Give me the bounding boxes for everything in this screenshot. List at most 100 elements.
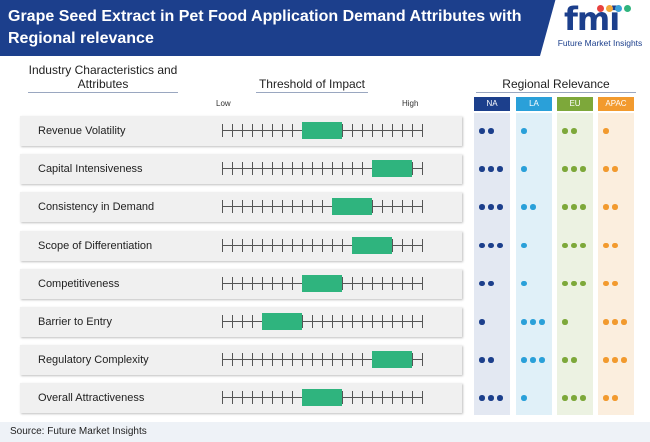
region-column-apac <box>598 113 634 415</box>
scale-tick <box>232 200 233 214</box>
attribute-row: Revenue Volatility <box>20 116 462 146</box>
scale-tick <box>412 391 413 405</box>
scale-tick <box>262 276 263 290</box>
relevance-dot-na <box>488 280 494 287</box>
scale-tick <box>352 315 353 328</box>
scale-tick <box>342 276 343 290</box>
scale-tick <box>312 315 313 328</box>
scale-tick <box>282 200 283 214</box>
scale-tick <box>222 353 223 367</box>
characteristics-underline <box>28 92 178 93</box>
logo-tagline: Future Market Insights <box>557 38 643 48</box>
scale-tick <box>372 391 373 405</box>
scale-tick <box>272 238 273 252</box>
scale-tick <box>422 238 423 252</box>
relevance-dot-apac <box>603 357 609 363</box>
scale-tick <box>382 315 383 328</box>
relevance-dot-la <box>530 319 536 325</box>
relevance-dot-na <box>488 395 494 401</box>
scale-tick <box>252 162 253 176</box>
scale-tick <box>272 124 273 137</box>
relevance-dot-eu <box>571 242 577 249</box>
logo-dot-green <box>624 5 631 12</box>
scale-tick <box>402 200 403 214</box>
relevance-dot-na <box>497 204 503 210</box>
scale-tick <box>342 124 343 137</box>
scale-tick <box>412 276 413 290</box>
characteristics-header: Industry Characteristics and Attributes <box>28 63 178 91</box>
scale-tick <box>292 238 293 252</box>
relevance-dot-na <box>479 395 485 401</box>
scale-tick <box>232 162 233 176</box>
scale-tick <box>232 124 233 137</box>
scale-tick <box>322 200 323 214</box>
relevance-dot-eu <box>571 395 577 401</box>
scale-tick <box>412 124 413 137</box>
scale-tick <box>352 162 353 176</box>
scale-tick <box>422 276 423 290</box>
scale-tick <box>302 315 303 328</box>
scale-tick <box>372 276 373 290</box>
scale-tick <box>312 200 313 214</box>
regional-underline <box>476 92 636 93</box>
scale-tick <box>272 200 273 214</box>
scale-tick <box>262 200 263 214</box>
scale-tick <box>282 124 283 137</box>
impact-range-marker <box>332 198 372 216</box>
relevance-dot-la <box>521 166 527 172</box>
scale-tick <box>272 276 273 290</box>
impact-range-marker <box>372 160 412 178</box>
relevance-dot-eu <box>562 319 568 325</box>
scale-tick <box>302 353 303 367</box>
fmi-logo: fmi Future Market Insights <box>540 0 650 56</box>
impact-range-marker <box>262 313 302 330</box>
scale-tick <box>392 315 393 328</box>
relevance-dot-eu <box>562 357 568 363</box>
relevance-dot-la <box>521 204 527 210</box>
threshold-underline <box>256 92 368 93</box>
scale-tick <box>422 315 423 328</box>
scale-tick <box>382 391 383 405</box>
scale-tick <box>222 162 223 176</box>
scale-tick <box>282 276 283 290</box>
scale-tick <box>222 124 223 137</box>
scale-tick <box>362 315 363 328</box>
scale-tick <box>252 391 253 405</box>
impact-range-marker <box>302 122 342 139</box>
impact-range-marker <box>302 274 342 292</box>
source-text: Source: Future Market Insights <box>10 426 147 437</box>
attribute-row: Consistency in Demand <box>20 192 462 223</box>
scale-tick <box>272 162 273 176</box>
region-badge-la: LA <box>516 97 552 111</box>
relevance-dot-na <box>479 242 485 249</box>
scale-tick <box>242 391 243 405</box>
scale-tick <box>422 162 423 176</box>
scale-tick <box>352 391 353 405</box>
scale-tick <box>392 124 393 137</box>
attribute-row: Capital Intensiveness <box>20 154 462 185</box>
scale-tick <box>342 391 343 405</box>
relevance-dot-la <box>530 357 536 363</box>
attribute-label: Competitiveness <box>38 277 120 290</box>
relevance-dot-eu <box>571 166 577 172</box>
scale-tick <box>252 238 253 252</box>
relevance-dot-eu <box>580 395 586 401</box>
scale-tick <box>232 391 233 405</box>
relevance-dot-apac <box>612 204 618 210</box>
scale-tick <box>302 162 303 176</box>
scale-tick <box>232 353 233 367</box>
scale-tick <box>352 276 353 290</box>
relevance-dot-na <box>479 280 485 287</box>
relevance-dot-apac <box>621 319 627 325</box>
relevance-dot-la <box>521 319 527 325</box>
relevance-dot-na <box>497 395 503 401</box>
scale-tick <box>412 353 413 367</box>
scale-tick <box>302 238 303 252</box>
region-badge-na: NA <box>474 97 510 111</box>
scale-tick <box>232 276 233 290</box>
scale-tick <box>262 238 263 252</box>
relevance-dot-eu <box>571 204 577 210</box>
relevance-dot-la <box>539 357 545 363</box>
relevance-dot-apac <box>612 242 618 249</box>
attribute-row: Overall Attractiveness <box>20 383 462 414</box>
